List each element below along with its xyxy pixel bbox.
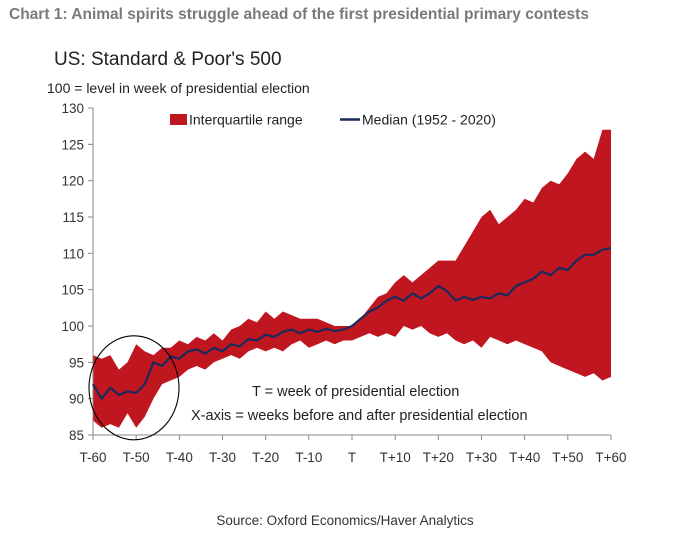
- x-tick-label: T-20: [252, 450, 279, 465]
- y-tick-label: 130: [61, 101, 84, 116]
- x-tick-label: T+30: [466, 450, 497, 465]
- legend-band-swatch: [170, 114, 187, 125]
- annotations: T = week of presidential election X-axis …: [191, 384, 528, 424]
- legend-median-label: Median (1952 - 2020): [362, 112, 496, 128]
- highlight-ellipse: [88, 335, 180, 441]
- median-line: [92, 247, 612, 400]
- y-tick-label: 110: [62, 246, 84, 261]
- y-tick-label: 95: [69, 355, 84, 370]
- x-tick-label: T-60: [79, 450, 106, 465]
- axis-layer: 85 90 95 100 105 110 115 120 125 130 T-60 T-50 T-40 T…: [61, 101, 626, 465]
- y-tick-label: 85: [69, 428, 84, 443]
- source-note: Source: Oxford Economics/Haver Analytics: [216, 513, 474, 528]
- x-tick-label: T+60: [595, 450, 626, 465]
- y-tick-label: 105: [61, 283, 84, 298]
- page-title: Chart 1: Animal spirits struggle ahead o…: [9, 6, 589, 23]
- chart-subtitle: 100 = level in week of presidential elec…: [47, 80, 310, 96]
- x-tick-label: T+40: [509, 450, 540, 465]
- circle-layer: [88, 335, 180, 441]
- legend-band-label: Interquartile range: [189, 112, 303, 128]
- y-tick-label: 125: [61, 137, 84, 152]
- band-layer: [93, 129, 611, 428]
- y-tick-label: 100: [61, 319, 84, 334]
- annotation-x-axis: X-axis = weeks before and after presiden…: [191, 408, 528, 424]
- x-tick-label: T-30: [209, 450, 236, 465]
- annotation-election-week: T = week of presidential election: [252, 384, 459, 400]
- x-tick-label: T+50: [552, 450, 583, 465]
- legend: Interquartile range Median (1952 - 2020): [170, 112, 496, 128]
- x-tick-label: T-50: [123, 450, 150, 465]
- x-tick-label: T-40: [166, 450, 193, 465]
- y-tick-label: 120: [61, 174, 84, 189]
- x-tick-label: T+10: [380, 450, 411, 465]
- x-tick-label: T+20: [423, 450, 454, 465]
- interquartile-band: [93, 129, 611, 428]
- x-tick-label: T-10: [295, 450, 322, 465]
- x-tick-label: T: [348, 450, 356, 465]
- y-tick-label: 115: [62, 210, 84, 225]
- y-tick-label: 90: [69, 392, 84, 407]
- chart-title: US: Standard & Poor's 500: [54, 49, 282, 70]
- median-layer: [92, 247, 612, 400]
